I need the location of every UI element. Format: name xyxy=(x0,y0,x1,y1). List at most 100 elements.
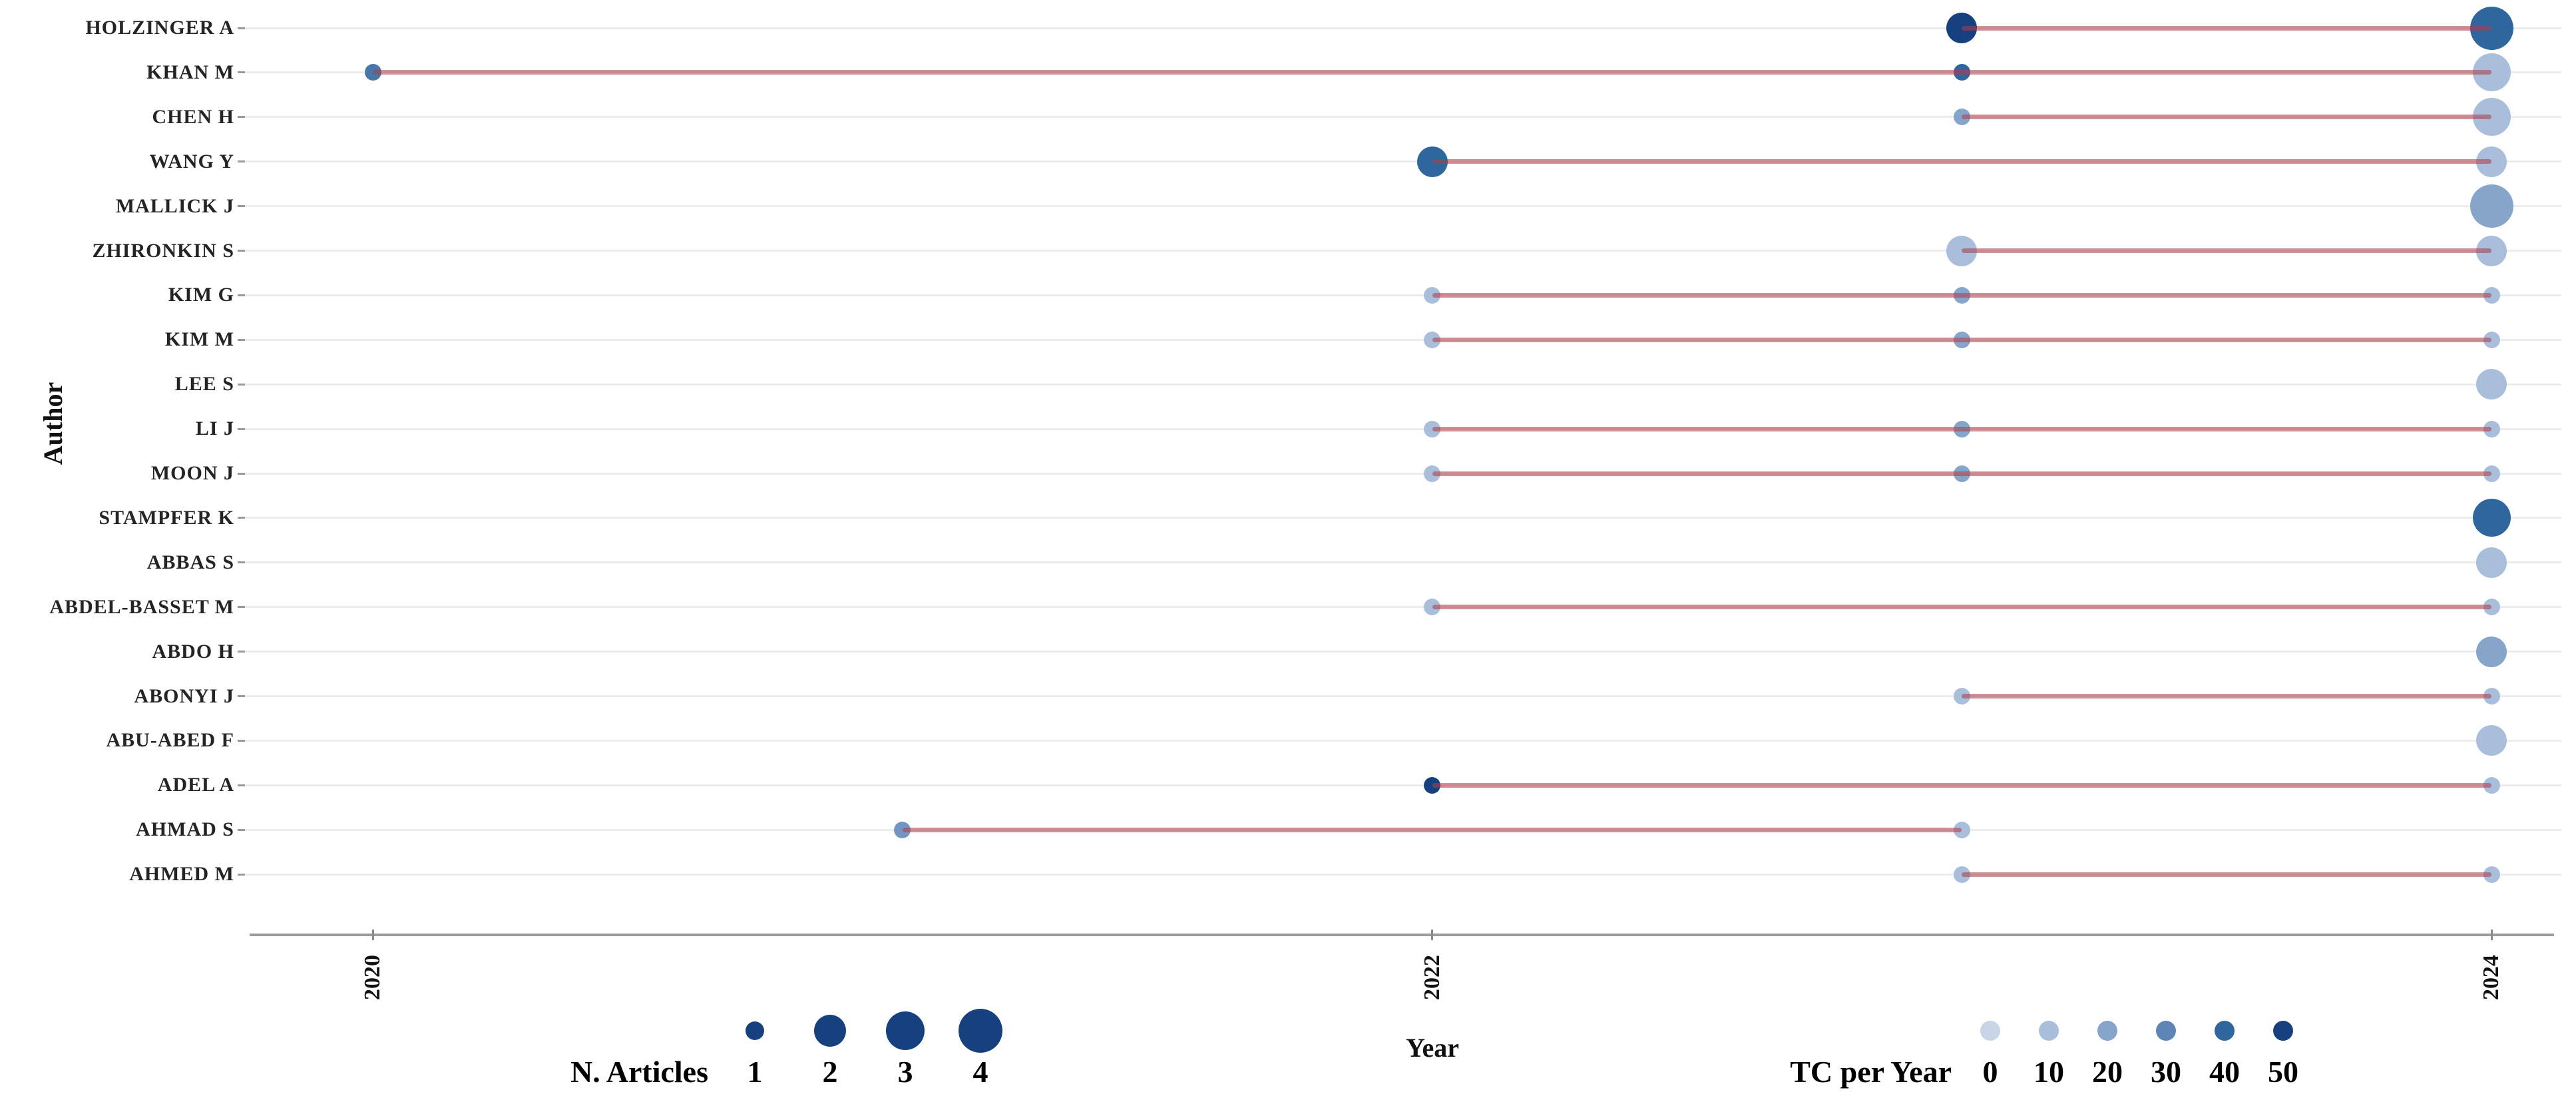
x-tick-label: 2020 xyxy=(360,955,385,1000)
y-axis-tick xyxy=(238,828,245,831)
tc-legend-dot xyxy=(2097,1021,2117,1041)
tc-legend-value: 40 xyxy=(2209,1055,2240,1089)
author-label: STAMPFER K xyxy=(99,506,234,529)
y-axis-tick xyxy=(238,427,245,430)
y-axis-tick xyxy=(238,71,245,74)
row-gridline xyxy=(245,205,2561,208)
author-label: ABBAS S xyxy=(146,551,234,573)
y-axis-tick xyxy=(238,250,245,252)
y-axis-tick xyxy=(238,205,245,208)
production-timeline xyxy=(1432,159,2491,164)
row-gridline xyxy=(245,517,2561,519)
production-timeline xyxy=(1432,471,2491,476)
production-timeline xyxy=(373,70,2491,75)
y-axis-tick xyxy=(238,383,245,386)
author-label: LI J xyxy=(195,417,234,440)
articles-legend-value: 3 xyxy=(897,1055,913,1089)
row-gridline xyxy=(245,427,2561,430)
author-label: WANG Y xyxy=(149,150,234,172)
row-gridline xyxy=(245,27,2561,29)
row-gridline xyxy=(245,472,2561,475)
author-label: MALLICK J xyxy=(115,194,234,217)
y-axis-tick xyxy=(238,873,245,876)
tc-legend-dot xyxy=(2039,1021,2059,1041)
author-label: KIM G xyxy=(168,284,234,306)
tc-legend-value: 50 xyxy=(2268,1055,2298,1089)
x-axis-title: Year xyxy=(1406,1033,1459,1063)
article-bubble xyxy=(2476,725,2507,756)
tc-legend-dot xyxy=(1980,1021,2000,1041)
x-tick-label: 2024 xyxy=(2479,955,2503,1000)
articles-legend-bubble xyxy=(814,1015,846,1047)
author-label: MOON J xyxy=(150,462,234,484)
x-axis-tick xyxy=(1431,930,1433,940)
y-axis-tick xyxy=(238,294,245,296)
author-label: ABONYI J xyxy=(134,685,234,707)
production-timeline xyxy=(1962,872,2491,877)
article-bubble xyxy=(2469,184,2513,228)
articles-legend-value: 1 xyxy=(747,1055,763,1089)
row-gridline xyxy=(245,873,2561,876)
y-axis-tick xyxy=(238,695,245,697)
y-axis-tick xyxy=(238,739,245,742)
articles-legend-bubble xyxy=(886,1011,925,1050)
tc-legend-value: 10 xyxy=(2034,1055,2064,1089)
y-axis-tick xyxy=(238,606,245,609)
x-tick-label: 2022 xyxy=(1419,955,1444,1000)
row-gridline xyxy=(245,383,2561,386)
production-timeline xyxy=(902,827,1962,832)
articles-legend-value: 4 xyxy=(972,1055,988,1089)
article-bubble xyxy=(2476,636,2507,667)
y-axis-tick xyxy=(238,27,245,29)
y-axis-tick xyxy=(238,651,245,653)
author-label: KIM M xyxy=(164,328,234,351)
row-gridline xyxy=(245,695,2561,697)
row-gridline xyxy=(245,606,2561,609)
author-label: ABU-ABED F xyxy=(106,729,234,752)
author-label: CHEN H xyxy=(152,105,234,128)
y-axis-tick xyxy=(238,472,245,475)
tc-legend-dot xyxy=(2273,1021,2293,1041)
article-bubble xyxy=(2476,369,2507,400)
tc-legend-value: 0 xyxy=(1982,1055,1998,1089)
articles-legend-bubble xyxy=(746,1021,764,1040)
row-gridline xyxy=(245,294,2561,296)
production-timeline xyxy=(1962,694,2491,698)
author-label: ADEL A xyxy=(157,774,234,796)
production-timeline xyxy=(1432,782,2491,788)
row-gridline xyxy=(245,651,2561,653)
row-gridline xyxy=(245,116,2561,119)
articles-legend-bubble xyxy=(959,1009,1002,1053)
author-label: LEE S xyxy=(174,373,234,396)
x-axis-tick xyxy=(2490,930,2493,940)
row-gridline xyxy=(245,250,2561,252)
tc-legend-value: 30 xyxy=(2151,1055,2181,1089)
row-gridline xyxy=(245,160,2561,163)
tc-legend-dot xyxy=(2156,1021,2176,1041)
tc-legend-value: 20 xyxy=(2092,1055,2123,1089)
production-timeline xyxy=(1432,426,2491,431)
production-timeline xyxy=(1432,337,2491,342)
y-axis-tick xyxy=(238,160,245,163)
author-label: AHMAD S xyxy=(136,818,234,841)
production-timeline xyxy=(1432,292,2491,298)
production-timeline xyxy=(1432,605,2491,610)
article-bubble xyxy=(2472,499,2511,537)
row-gridline xyxy=(245,784,2561,786)
y-axis-tick xyxy=(238,784,245,786)
production-timeline xyxy=(1962,248,2491,253)
y-axis-tick xyxy=(238,338,245,341)
author-label: KHAN M xyxy=(146,61,234,83)
row-gridline xyxy=(245,561,2561,564)
author-label: HOLZINGER A xyxy=(85,17,234,39)
author-label: ZHIRONKIN S xyxy=(92,239,234,262)
x-axis-tick xyxy=(371,930,374,940)
tc-legend-title: TC per Year xyxy=(1790,1055,1952,1089)
row-gridline xyxy=(245,338,2561,341)
author-label: AHMED M xyxy=(129,863,234,886)
production-timeline xyxy=(1962,115,2491,120)
author-label: ABDO H xyxy=(152,640,234,663)
articles-legend-title: N. Articles xyxy=(570,1055,708,1089)
articles-legend-value: 2 xyxy=(822,1055,838,1089)
